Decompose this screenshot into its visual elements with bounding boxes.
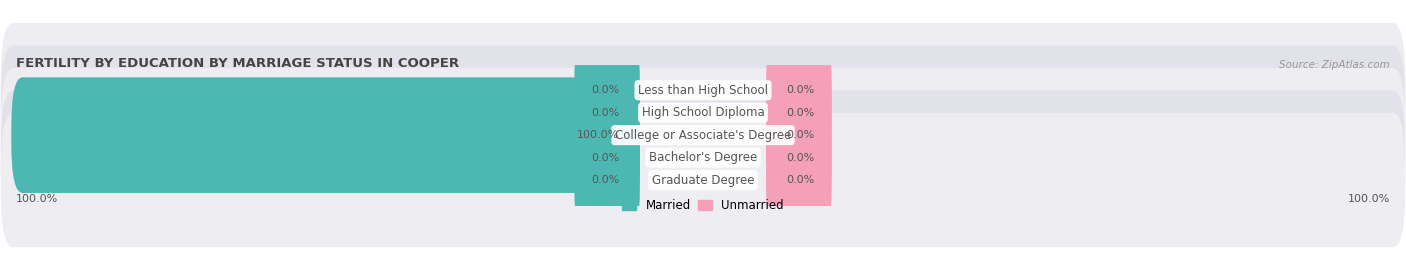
Text: Graduate Degree: Graduate Degree (652, 174, 754, 187)
FancyBboxPatch shape (11, 77, 640, 193)
Text: 0.0%: 0.0% (592, 175, 620, 185)
Legend: Married, Unmarried: Married, Unmarried (617, 194, 789, 217)
FancyBboxPatch shape (1, 46, 1405, 180)
FancyBboxPatch shape (766, 122, 832, 238)
Text: 0.0%: 0.0% (786, 175, 814, 185)
Text: High School Diploma: High School Diploma (641, 106, 765, 119)
FancyBboxPatch shape (766, 32, 832, 148)
Text: Bachelor's Degree: Bachelor's Degree (650, 151, 756, 164)
Text: 0.0%: 0.0% (786, 108, 814, 118)
Text: 100.0%: 100.0% (17, 194, 59, 204)
FancyBboxPatch shape (574, 122, 640, 238)
Text: Less than High School: Less than High School (638, 84, 768, 97)
FancyBboxPatch shape (1, 68, 1405, 202)
Text: College or Associate's Degree: College or Associate's Degree (614, 129, 792, 142)
Text: 0.0%: 0.0% (592, 153, 620, 163)
FancyBboxPatch shape (1, 113, 1405, 247)
FancyBboxPatch shape (574, 100, 640, 215)
Text: 0.0%: 0.0% (592, 85, 620, 95)
FancyBboxPatch shape (574, 32, 640, 148)
FancyBboxPatch shape (766, 77, 832, 193)
Text: FERTILITY BY EDUCATION BY MARRIAGE STATUS IN COOPER: FERTILITY BY EDUCATION BY MARRIAGE STATU… (17, 57, 460, 70)
Text: Source: ZipAtlas.com: Source: ZipAtlas.com (1279, 60, 1389, 70)
FancyBboxPatch shape (1, 90, 1405, 225)
Text: 0.0%: 0.0% (592, 108, 620, 118)
FancyBboxPatch shape (1, 23, 1405, 157)
FancyBboxPatch shape (574, 55, 640, 170)
Text: 0.0%: 0.0% (786, 85, 814, 95)
Text: 100.0%: 100.0% (1347, 194, 1389, 204)
FancyBboxPatch shape (766, 55, 832, 170)
Text: 100.0%: 100.0% (578, 130, 620, 140)
Text: 0.0%: 0.0% (786, 130, 814, 140)
FancyBboxPatch shape (766, 100, 832, 215)
Text: 0.0%: 0.0% (786, 153, 814, 163)
